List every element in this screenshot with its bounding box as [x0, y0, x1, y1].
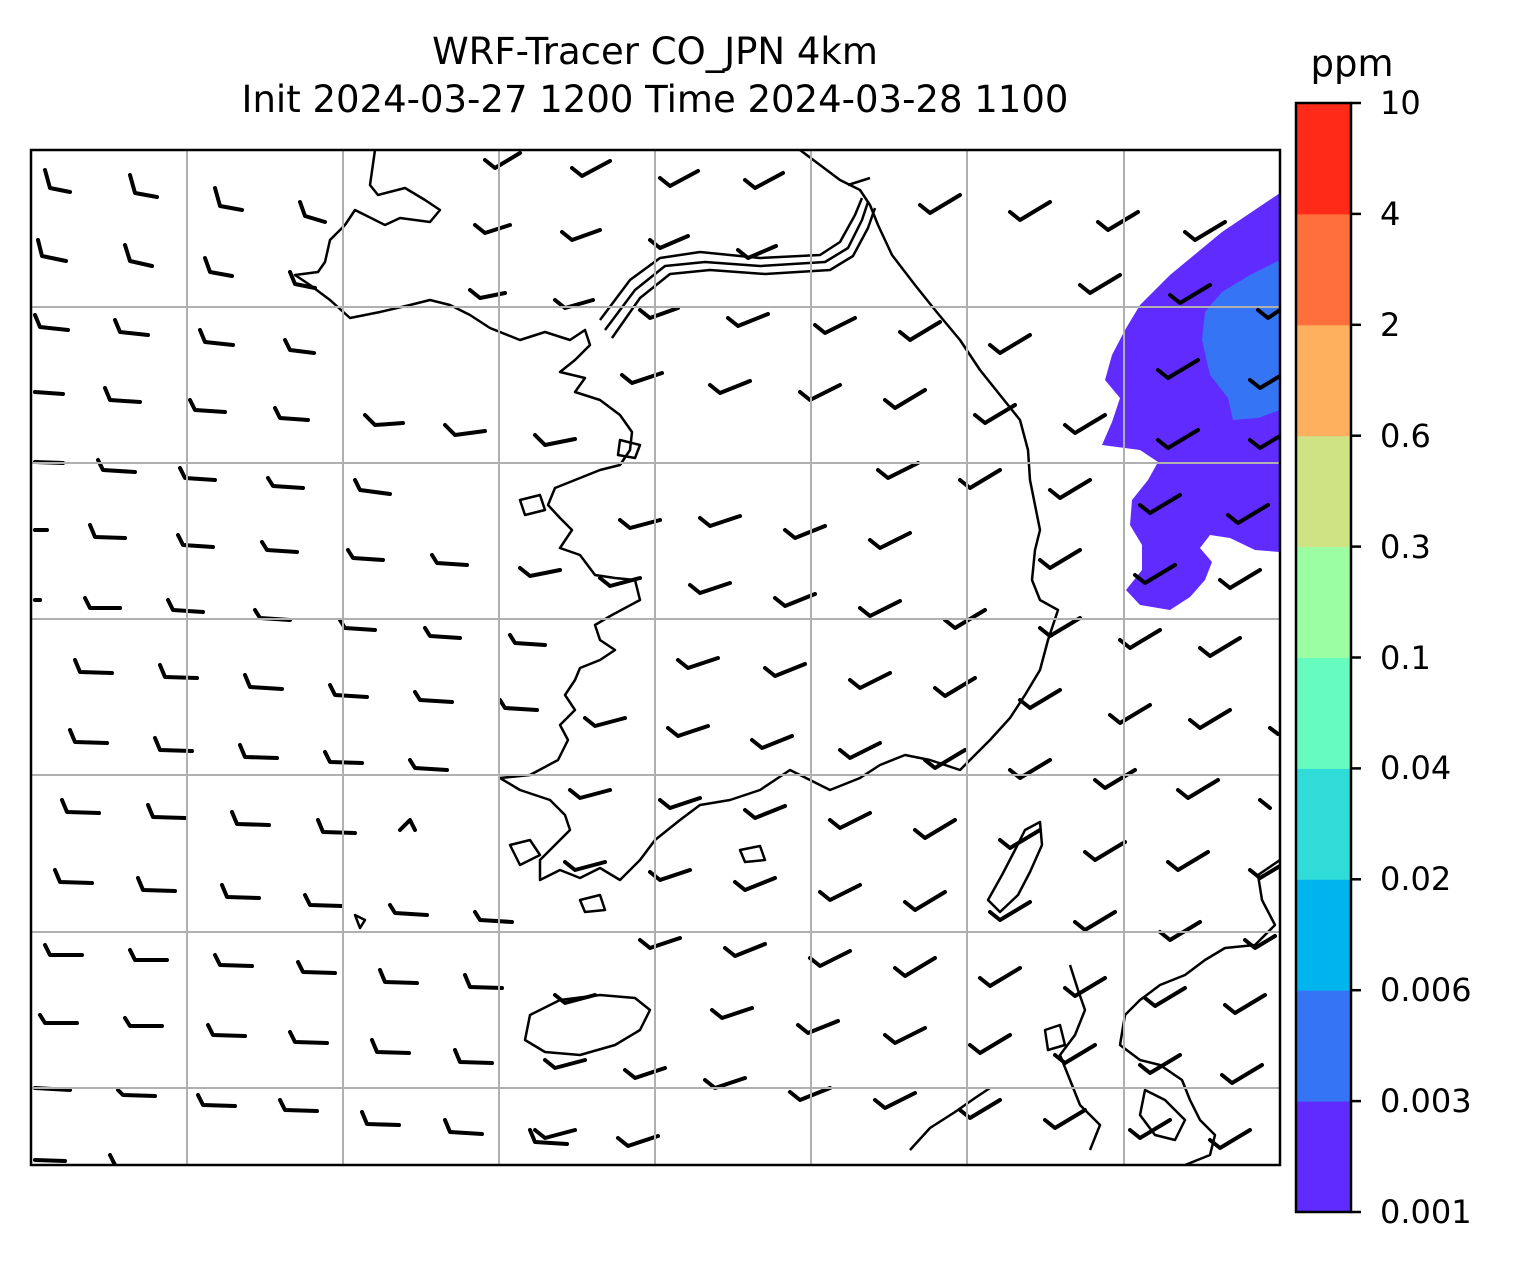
colorbar-tick-label: 0.6 — [1380, 416, 1431, 455]
map-frame — [29, 148, 1282, 1167]
colorbar-ticks — [1351, 101, 1361, 1214]
title-line-2: Init 2024-03-27 1200 Time 2024-03-28 110… — [241, 78, 1069, 121]
colorbar-tick-label: 0.006 — [1380, 971, 1472, 1010]
colorbar-band — [1296, 990, 1351, 1102]
map-title: WRF-Tracer CO_JPN 4km Init 2024-03-27 12… — [30, 28, 1280, 124]
wind-barbs — [33, 151, 1280, 1165]
colorbar-tick-label: 0.001 — [1380, 1193, 1472, 1231]
colorbar-tick-label: 0.3 — [1380, 527, 1431, 566]
colorbar-band — [1296, 657, 1351, 769]
colorbar-band — [1296, 879, 1351, 991]
colorbar-band — [1296, 324, 1351, 437]
concentration-fill-mid — [1202, 260, 1280, 420]
colorbar-tick-label: 0.04 — [1380, 749, 1452, 788]
coastlines — [293, 150, 1280, 1165]
colorbar-tick-label: 0.02 — [1380, 860, 1452, 899]
colorbar-tick-label: 4 — [1380, 194, 1401, 233]
colorbar-band — [1296, 435, 1351, 548]
colorbar-unit: ppm — [1310, 42, 1394, 85]
colorbar-band — [1296, 103, 1351, 215]
colorbar-band — [1296, 768, 1351, 880]
colorbar-band — [1296, 213, 1351, 326]
gridlines — [31, 150, 1280, 1165]
colorbar-band — [1296, 546, 1351, 658]
colorbar — [1296, 103, 1351, 1213]
title-line-1: WRF-Tracer CO_JPN 4km — [432, 30, 878, 73]
colorbar-tick-label: 2 — [1380, 305, 1401, 344]
colorbar-tick-label: 10 — [1380, 84, 1421, 122]
colorbar-tick-label: 0.1 — [1380, 638, 1431, 677]
colorbar-band — [1296, 1101, 1351, 1213]
colorbar-tick-label: 0.003 — [1380, 1082, 1472, 1121]
